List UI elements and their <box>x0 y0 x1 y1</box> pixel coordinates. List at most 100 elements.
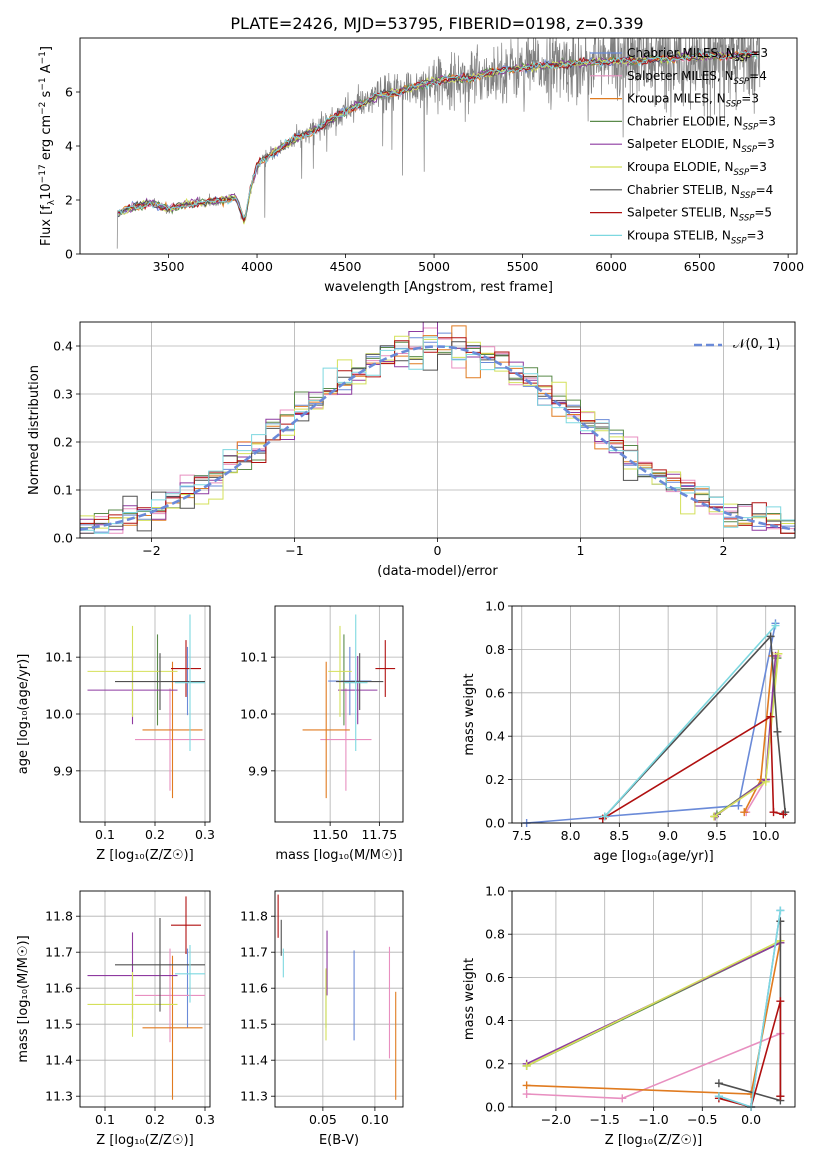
y-tick-label: 2 <box>65 193 73 208</box>
mass-weight-marker <box>776 906 785 915</box>
y-tick-label: 11.8 <box>240 909 268 924</box>
mass-weight-marker <box>776 997 785 1006</box>
x-tick-label: 5500 <box>507 259 539 274</box>
x-tick-label: 3500 <box>153 259 185 274</box>
mass-weight-marker <box>734 801 743 810</box>
y-tick-label: 0.4 <box>53 339 73 354</box>
mass-weight-series <box>526 623 777 824</box>
mass-weight-marker <box>600 812 609 821</box>
y-tick-label: 11.4 <box>240 1053 268 1068</box>
y-tick-label: 1.0 <box>485 599 505 614</box>
y-axis-label: mass [log₁₀(M/M☉)] <box>16 935 31 1062</box>
y-tick-label: 0.8 <box>485 927 505 942</box>
x-tick-label: −1.5 <box>590 1112 620 1127</box>
y-tick-label: 11.6 <box>240 981 268 996</box>
x-tick-label: 7.5 <box>512 828 532 843</box>
mass-weight-lines <box>522 906 785 1111</box>
y-axis-label: Flux [fλ10−17 erg cm−2 s−1 A−1] <box>38 46 57 246</box>
residual-histogram <box>80 322 795 531</box>
legend-entry: Salpeter STELIB, NSSP=5 <box>627 206 772 224</box>
x-tick-label: 0 <box>434 543 442 558</box>
legend-entry: Chabrier MILES, NSSP=3 <box>627 46 768 64</box>
y-tick-label: 0.6 <box>485 970 505 985</box>
mass-weight-vs-Z-panel: −2.0 −1.5 −1.0 −0.5 0.0 0.0 0.2 0.4 0.6 0.8 1.0 Z [… <box>462 884 796 1148</box>
axes-frame <box>274 890 404 1108</box>
x-tick-label: 0.10 <box>361 1112 389 1127</box>
y-tick-label: 4 <box>65 139 73 154</box>
mass-vs-Z-panel: 0.1 0.2 0.3 11.3 11.4 11.5 11.6 11.7 11.8 Z [log₁… <box>16 890 215 1148</box>
normal-curve <box>80 345 795 531</box>
legend-entry: Chabrier ELODIE, NSSP=3 <box>627 114 776 132</box>
y-tick-label: 0.2 <box>53 435 73 450</box>
y-tick-label: 6 <box>65 85 73 100</box>
x-tick-label: 6500 <box>684 259 716 274</box>
x-tick-label: 9.5 <box>707 828 727 843</box>
mass-weight-series <box>718 910 782 1109</box>
mass-weight-marker <box>776 1092 785 1101</box>
y-tick-label: 10.1 <box>45 650 73 665</box>
mass-weight-marker <box>714 1079 723 1088</box>
axes-frame <box>274 605 404 823</box>
y-tick-label: 0.4 <box>485 1013 505 1028</box>
error-bars <box>87 614 205 799</box>
x-tick-label: 6000 <box>595 259 627 274</box>
mass-weight-marker <box>522 1081 531 1090</box>
legend-entry: Chabrier STELIB, NSSP=4 <box>627 183 773 201</box>
legend-entry: Kroupa MILES, NSSP=3 <box>627 92 759 110</box>
y-tick-label: 1.0 <box>485 884 505 899</box>
y-tick-label: 0.0 <box>485 1100 505 1115</box>
y-tick-label: 10.1 <box>240 650 268 665</box>
x-tick-label: 4500 <box>330 259 362 274</box>
spectrum-legend: Chabrier MILES, NSSP=3 Salpeter MILES, NS… <box>590 46 776 246</box>
y-tick-label: 0.0 <box>485 816 505 831</box>
mass-weight-marker <box>766 632 775 641</box>
mass-weight-series <box>718 1000 782 1108</box>
x-axis-label: Z [log₁₀(Z/Z☉)] <box>96 1133 193 1148</box>
legend-entry: Salpeter MILES, NSSP=4 <box>627 69 767 87</box>
x-axis-label: Z [log₁₀(Z/Z☉)] <box>96 848 193 863</box>
x-tick-label: −2.0 <box>541 1112 571 1127</box>
y-tick-label: 11.3 <box>45 1089 73 1104</box>
x-axis-label: mass [log₁₀(M/M☉)] <box>275 848 402 863</box>
x-tick-label: 0.1 <box>95 1112 115 1127</box>
mass-vs-ebv-panel: 0.05 0.10 11.3 11.4 11.5 11.6 11.7 11.8 E(B-V) <box>240 890 404 1148</box>
spectrum-panel: 3500 4000 4500 5000 5500 6000 6500 7000 0 2 4 6 wave… <box>38 37 804 295</box>
y-tick-label: 11.5 <box>240 1017 268 1032</box>
x-tick-label: 0.05 <box>309 1112 337 1127</box>
mass-weight-marker <box>779 810 788 819</box>
mass-weight-marker <box>774 649 783 658</box>
axes-frame <box>511 890 796 1108</box>
mass-weight-vs-age-panel: 7.5 8.0 8.5 9.0 9.5 10.0 0.0 0.2 0.4 0.6 0.8 1.0 age… <box>462 599 796 864</box>
mass-weight-marker <box>710 812 719 821</box>
model-spectrum-line <box>117 50 758 219</box>
error-bars <box>87 896 205 1100</box>
y-axis-label: mass weight <box>462 673 477 755</box>
mass-weight-series <box>718 910 782 1109</box>
axes-frame <box>79 37 798 255</box>
mass-weight-marker <box>766 712 775 721</box>
axes-frame <box>79 890 211 1108</box>
mass-weight-series <box>526 939 781 1067</box>
x-tick-label: 8.0 <box>561 828 581 843</box>
x-tick-label: 5000 <box>418 259 450 274</box>
x-tick-label: −0.5 <box>687 1112 717 1127</box>
mass-weight-marker <box>761 777 770 786</box>
y-tick-label: 0.2 <box>485 772 505 787</box>
legend-entry: 𝒩(0, 1) <box>733 337 780 352</box>
error-bars <box>302 614 396 799</box>
y-tick-label: 10.0 <box>240 707 268 722</box>
axes-frame <box>511 605 796 824</box>
mass-weight-marker <box>740 808 749 817</box>
y-tick-label: 0.0 <box>53 531 73 546</box>
x-tick-label: 11.50 <box>312 827 348 842</box>
legend-entry: Kroupa STELIB, NSSP=3 <box>627 228 764 246</box>
mass-weight-lines <box>522 619 790 827</box>
legend-entry: Kroupa ELODIE, NSSP=3 <box>627 160 767 178</box>
residual-histograms <box>80 322 795 534</box>
x-axis-label: E(B-V) <box>319 1133 359 1148</box>
mass-weight-series <box>743 655 774 813</box>
y-tick-label: 0.3 <box>53 387 73 402</box>
y-tick-label: 0.6 <box>485 685 505 700</box>
residuals-panel: −2 −1 0 1 2 0.0 0.1 0.2 0.3 0.4 (data-model)/error… <box>27 321 796 579</box>
